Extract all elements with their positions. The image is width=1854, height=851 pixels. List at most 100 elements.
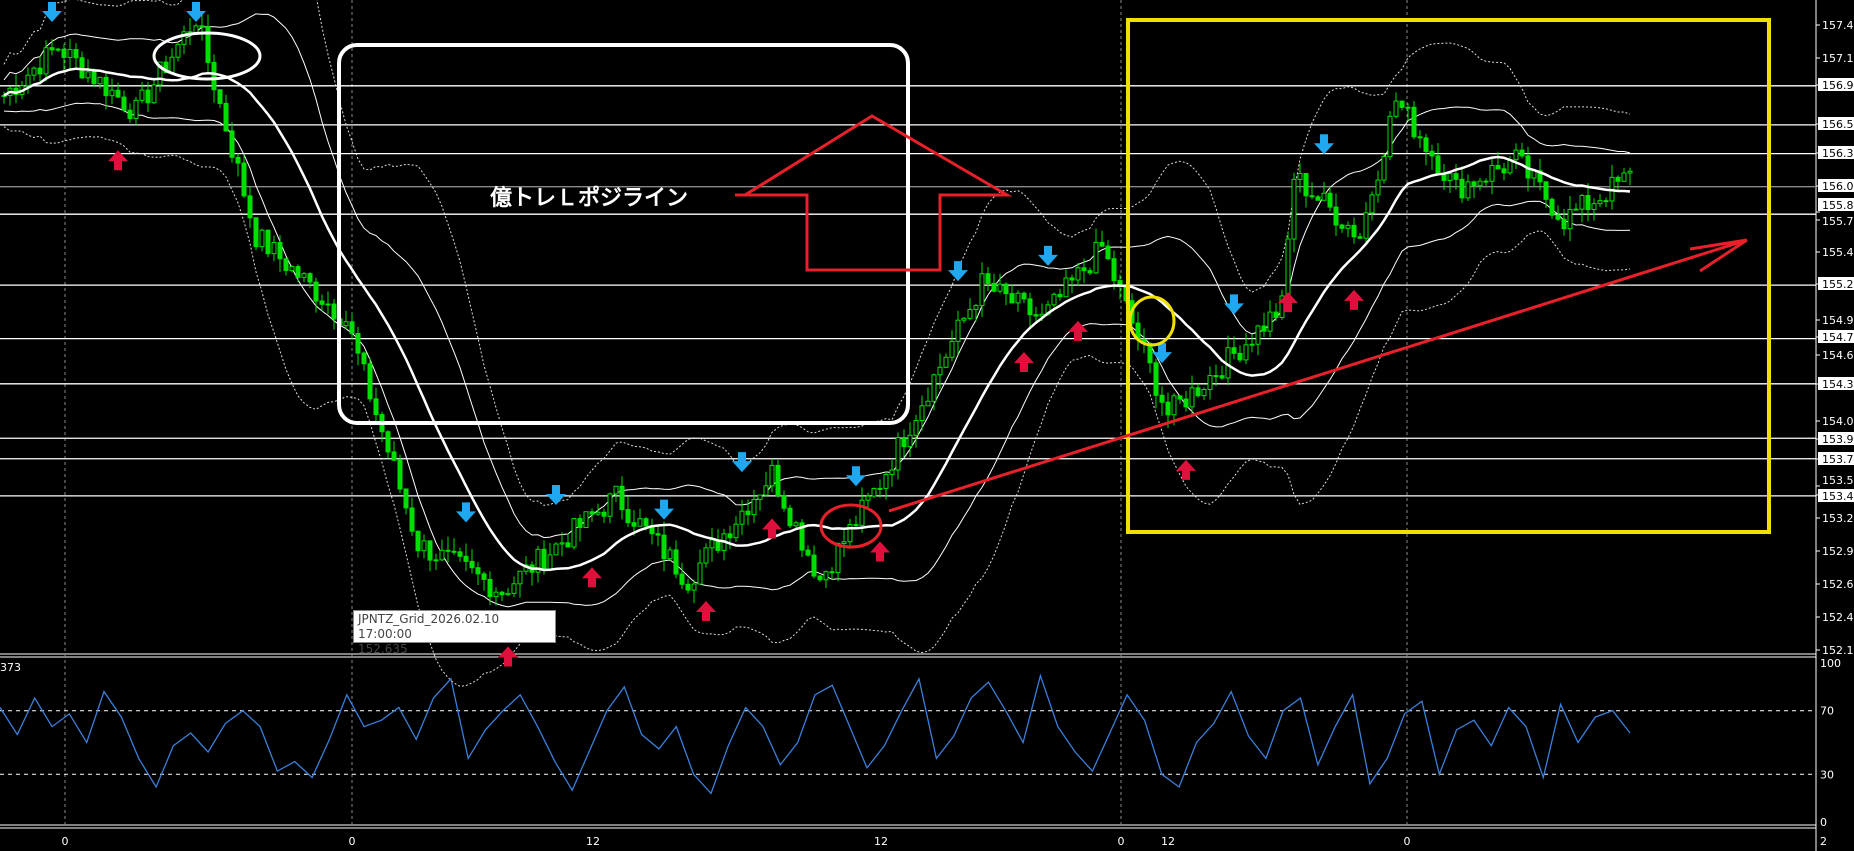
candle-body: [697, 562, 703, 585]
candle-body: [1057, 293, 1063, 298]
candle-body: [79, 57, 85, 79]
candle-body: [319, 300, 325, 305]
bottom-axis-label: 2: [1820, 835, 1827, 848]
sell-arrow-icon: [948, 261, 968, 282]
candle: [1603, 197, 1609, 208]
candle-body: [1423, 137, 1429, 152]
candle-body: [565, 542, 571, 548]
candle: [1381, 153, 1387, 184]
candle-body: [1015, 292, 1021, 304]
candle: [97, 76, 103, 89]
candle: [1021, 291, 1027, 304]
candle-body: [655, 533, 661, 536]
candle-body: [397, 459, 403, 490]
candle-body: [619, 485, 625, 511]
candle-body: [1477, 180, 1483, 187]
candle-body: [277, 241, 283, 260]
sell-arrow-icon: [456, 502, 476, 523]
candle-body: [895, 436, 901, 471]
candle-body: [829, 571, 835, 574]
price-tick-label: 156.345: [1822, 147, 1854, 160]
candle-body: [631, 522, 637, 527]
candle: [925, 387, 931, 407]
candle-body: [169, 56, 175, 74]
candle: [451, 538, 457, 556]
candle: [667, 546, 673, 562]
candle: [697, 549, 703, 585]
candle-body: [781, 495, 787, 509]
price-label-box: [1818, 330, 1854, 343]
candle-body: [1033, 314, 1039, 317]
candle-body: [1369, 194, 1375, 214]
candle-body: [409, 507, 415, 532]
candle-body: [235, 156, 241, 164]
candle: [379, 411, 385, 443]
candle: [133, 96, 139, 126]
candle-body: [1393, 100, 1399, 117]
price-label-box: [1818, 452, 1854, 465]
candle-body: [913, 420, 919, 436]
sell-arrow-icon: [1224, 294, 1244, 315]
candle-body: [1555, 214, 1561, 220]
candle: [7, 86, 13, 106]
candle-body: [691, 583, 697, 591]
candle-body: [181, 31, 187, 45]
candle: [205, 14, 211, 74]
candle-body: [1471, 181, 1477, 187]
candle: [1561, 208, 1567, 236]
candle: [1399, 100, 1405, 111]
candle-body: [1585, 195, 1591, 211]
candle-body: [991, 282, 997, 292]
candle: [433, 553, 439, 571]
candle-body: [541, 548, 547, 570]
price-tick-label: 155.231: [1822, 278, 1854, 291]
candle: [703, 543, 709, 568]
candle: [745, 499, 751, 526]
candle-body: [799, 522, 805, 551]
candle: [319, 294, 325, 312]
candle-body: [115, 89, 121, 98]
candle: [967, 298, 973, 321]
candle: [355, 326, 361, 366]
trend-arrow-head: [1689, 238, 1748, 273]
candle: [649, 518, 655, 545]
candle: [619, 476, 625, 520]
candle-body: [871, 487, 877, 497]
candle: [607, 492, 613, 524]
candle-body: [613, 485, 619, 495]
candle-body: [901, 436, 907, 448]
candle: [187, 18, 193, 45]
candle-body: [349, 321, 355, 334]
candle-body: [1381, 156, 1387, 181]
price-tick-label: 154.395: [1822, 378, 1854, 391]
candle-body: [589, 511, 595, 515]
candle: [145, 81, 151, 113]
candle: [373, 387, 379, 425]
candle-body: [967, 308, 973, 319]
candle-body: [877, 487, 883, 490]
candle: [1063, 269, 1069, 298]
candle-body: [1087, 270, 1093, 274]
candle-body: [1267, 311, 1273, 332]
candle-body: [1309, 195, 1315, 198]
annotation-box-white: [337, 43, 910, 425]
annotation-up-arrow: [739, 114, 1013, 272]
candle: [511, 576, 517, 597]
candle: [1069, 274, 1075, 294]
price-tick-label: 153.530: [1822, 474, 1854, 487]
candle-body: [1363, 212, 1369, 239]
time-tick-label: 0: [62, 835, 69, 848]
candle-body: [595, 511, 601, 515]
candle: [1459, 166, 1465, 203]
candle-body: [457, 551, 463, 557]
candle: [829, 567, 835, 580]
candle-body: [271, 241, 277, 255]
candle: [445, 536, 451, 563]
candle-body: [1069, 277, 1075, 281]
candle: [565, 533, 571, 548]
candle-body: [127, 109, 133, 119]
candle-body: [1021, 292, 1027, 300]
candle-body: [325, 303, 331, 306]
inner-band-upper: [3, 13, 1631, 539]
